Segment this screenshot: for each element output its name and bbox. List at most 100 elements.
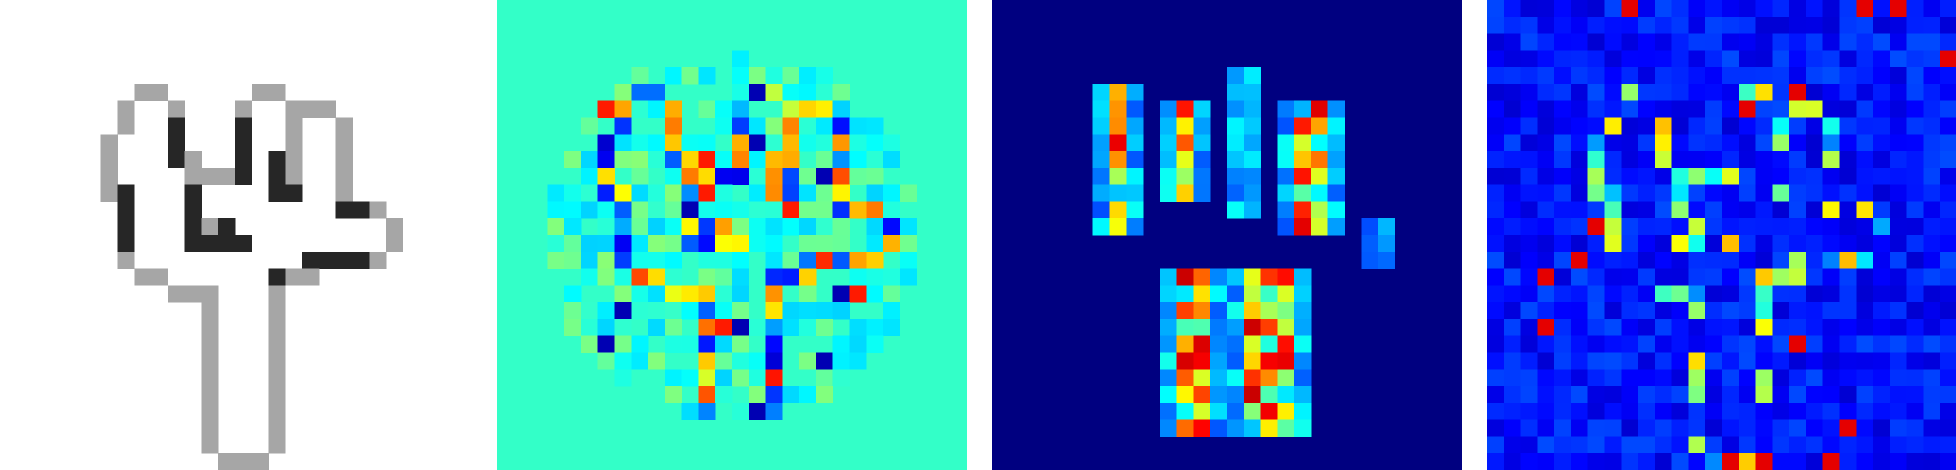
pixel-cell [1554,0,1572,18]
pixel-cell [1738,369,1756,387]
pixel-cell [1520,67,1538,85]
pixel-cell [1805,318,1824,337]
pixel-cell [1537,369,1555,387]
pixel-cell [765,251,783,269]
pixel-cell [597,134,615,152]
pixel-cell [1923,50,1941,68]
pixel-cell [1873,453,1891,470]
pixel-cell [1193,352,1211,370]
pixel-cell [1109,184,1127,202]
pixel-cell [580,335,599,353]
pixel-cell [1193,134,1211,152]
pixel-cell [1805,0,1824,18]
pixel-cell [1805,151,1824,169]
pixel-cell [1856,201,1874,219]
pixel-cell [681,302,699,320]
pixel-cell [1554,318,1572,337]
pixel-cell [614,184,632,202]
pixel-cell [1520,285,1538,303]
pixel-cell [268,386,286,404]
pixel-cell [1503,402,1521,420]
pixel-cell [1722,117,1740,135]
pixel-cell [1688,218,1706,236]
pixel-cell [564,218,582,236]
pixel-cell [1587,318,1605,337]
pixel-cell [1520,369,1538,387]
pixel-cell [335,117,353,135]
pixel-cell [1294,100,1312,118]
pixel-cell [1243,100,1261,118]
pixel-cell [1361,218,1379,236]
pixel-cell [1688,453,1706,470]
pixel-cell [1789,436,1807,454]
pixel-cell [1587,16,1605,34]
pixel-cell [1210,268,1228,286]
pixel-cell [631,201,649,219]
pixel-cell [681,335,699,353]
pixel-cell [1570,134,1589,152]
pixel-cell [698,134,716,152]
pixel-cell [1503,352,1521,370]
pixel-cell [1856,318,1874,337]
pixel-cell [849,167,867,185]
pixel-cell [547,218,565,236]
pixel-cell [732,67,750,85]
pixel-cell [1906,302,1924,320]
pixel-cell [1889,268,1907,286]
pixel-cell [1277,151,1295,169]
pixel-cell [1906,285,1924,303]
pixel-cell [1193,151,1211,169]
pixel-cell [1671,67,1689,85]
pixel-cell [883,184,901,202]
pixel-cell [849,318,867,337]
pixel-cell [1570,0,1589,18]
pixel-cell [1722,402,1740,420]
pixel-cell [1889,436,1907,454]
pixel-cell [1873,151,1891,169]
pixel-cell [1889,201,1907,219]
pixel-cell [614,302,632,320]
pixel-cell [1227,386,1245,404]
pixel-cell [748,369,766,387]
pixel-cell [1243,151,1261,169]
pixel-cell [1805,251,1824,269]
pixel-cell [1789,16,1807,34]
pixel-cell [1856,251,1874,269]
pixel-cell [1772,453,1790,470]
pixel-cell [1487,201,1505,219]
pixel-cell [1722,285,1740,303]
pixel-cell [1654,67,1672,85]
pixel-cell [1537,352,1555,370]
pixel-cell [799,67,817,85]
pixel-cell [580,184,599,202]
pixel-cell [1738,302,1756,320]
pixel-cell [1822,151,1840,169]
pixel-cell [1243,67,1261,85]
pixel-cell [1520,100,1538,118]
pixel-cell [1227,117,1245,135]
pixel-cell [1537,436,1555,454]
pixel-cell [1805,67,1824,85]
pixel-cell [1654,285,1672,303]
pixel-cell [1520,436,1538,454]
pixel-cell [782,167,800,185]
pixel-cell [1570,386,1589,404]
pixel-cell [386,235,404,253]
pixel-cell [1772,201,1790,219]
pixel-cell [765,302,783,320]
pixel-cell [1906,16,1924,34]
pixel-cell [1906,33,1924,51]
pixel-cell [1873,16,1891,34]
pixel-cell [1227,201,1245,219]
pixel-cell [1503,100,1521,118]
pixel-cell [866,268,884,286]
pixel-cell [1587,369,1605,387]
pixel-cell [681,369,699,387]
pixel-cell [1822,402,1840,420]
pixel-cell [1487,0,1505,18]
pixel-cell [1705,151,1723,169]
pixel-cell [1520,218,1538,236]
pixel-cell [1822,0,1840,18]
pixel-cell [1487,352,1505,370]
pixel-cell [1193,302,1211,320]
